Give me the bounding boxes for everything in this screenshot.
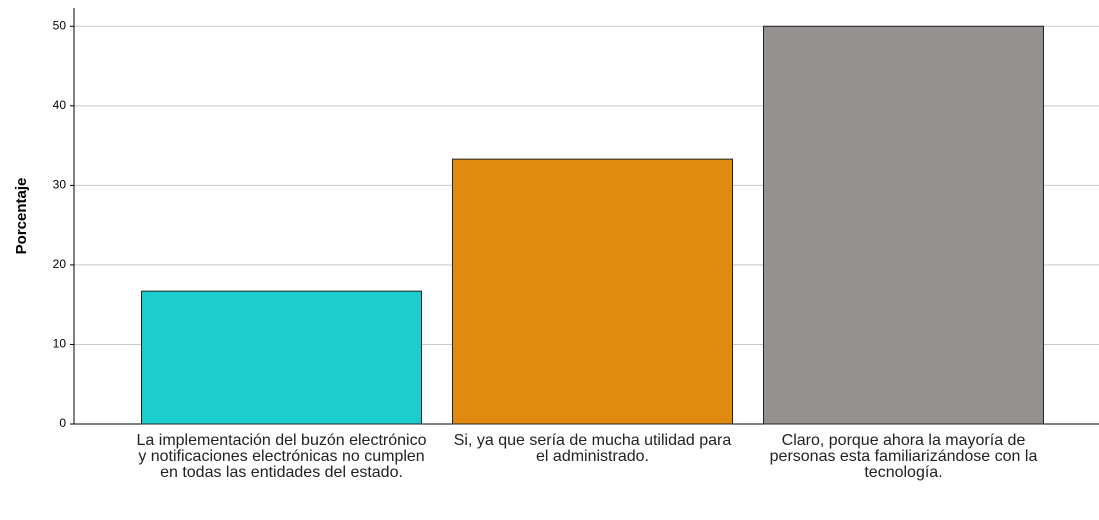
- x-tick-label: La implementación del buzón electrónico …: [136, 432, 427, 481]
- x-tick-label: Claro, porque ahora la mayoría de person…: [769, 432, 1038, 481]
- x-tick-label: Si, ya que sería de mucha utilidad para …: [453, 432, 732, 465]
- y-tick-label: 30: [53, 178, 67, 192]
- bar: [452, 158, 733, 425]
- y-tick-label: 10: [53, 337, 67, 351]
- y-tick-label: 0: [59, 416, 66, 430]
- bar: [141, 290, 422, 425]
- y-tick-label: 40: [53, 98, 67, 112]
- y-tick-label: 20: [53, 257, 67, 271]
- bar: [763, 25, 1044, 425]
- y-tick-label: 50: [53, 18, 67, 32]
- y-axis-label: Porcentaje: [13, 178, 30, 255]
